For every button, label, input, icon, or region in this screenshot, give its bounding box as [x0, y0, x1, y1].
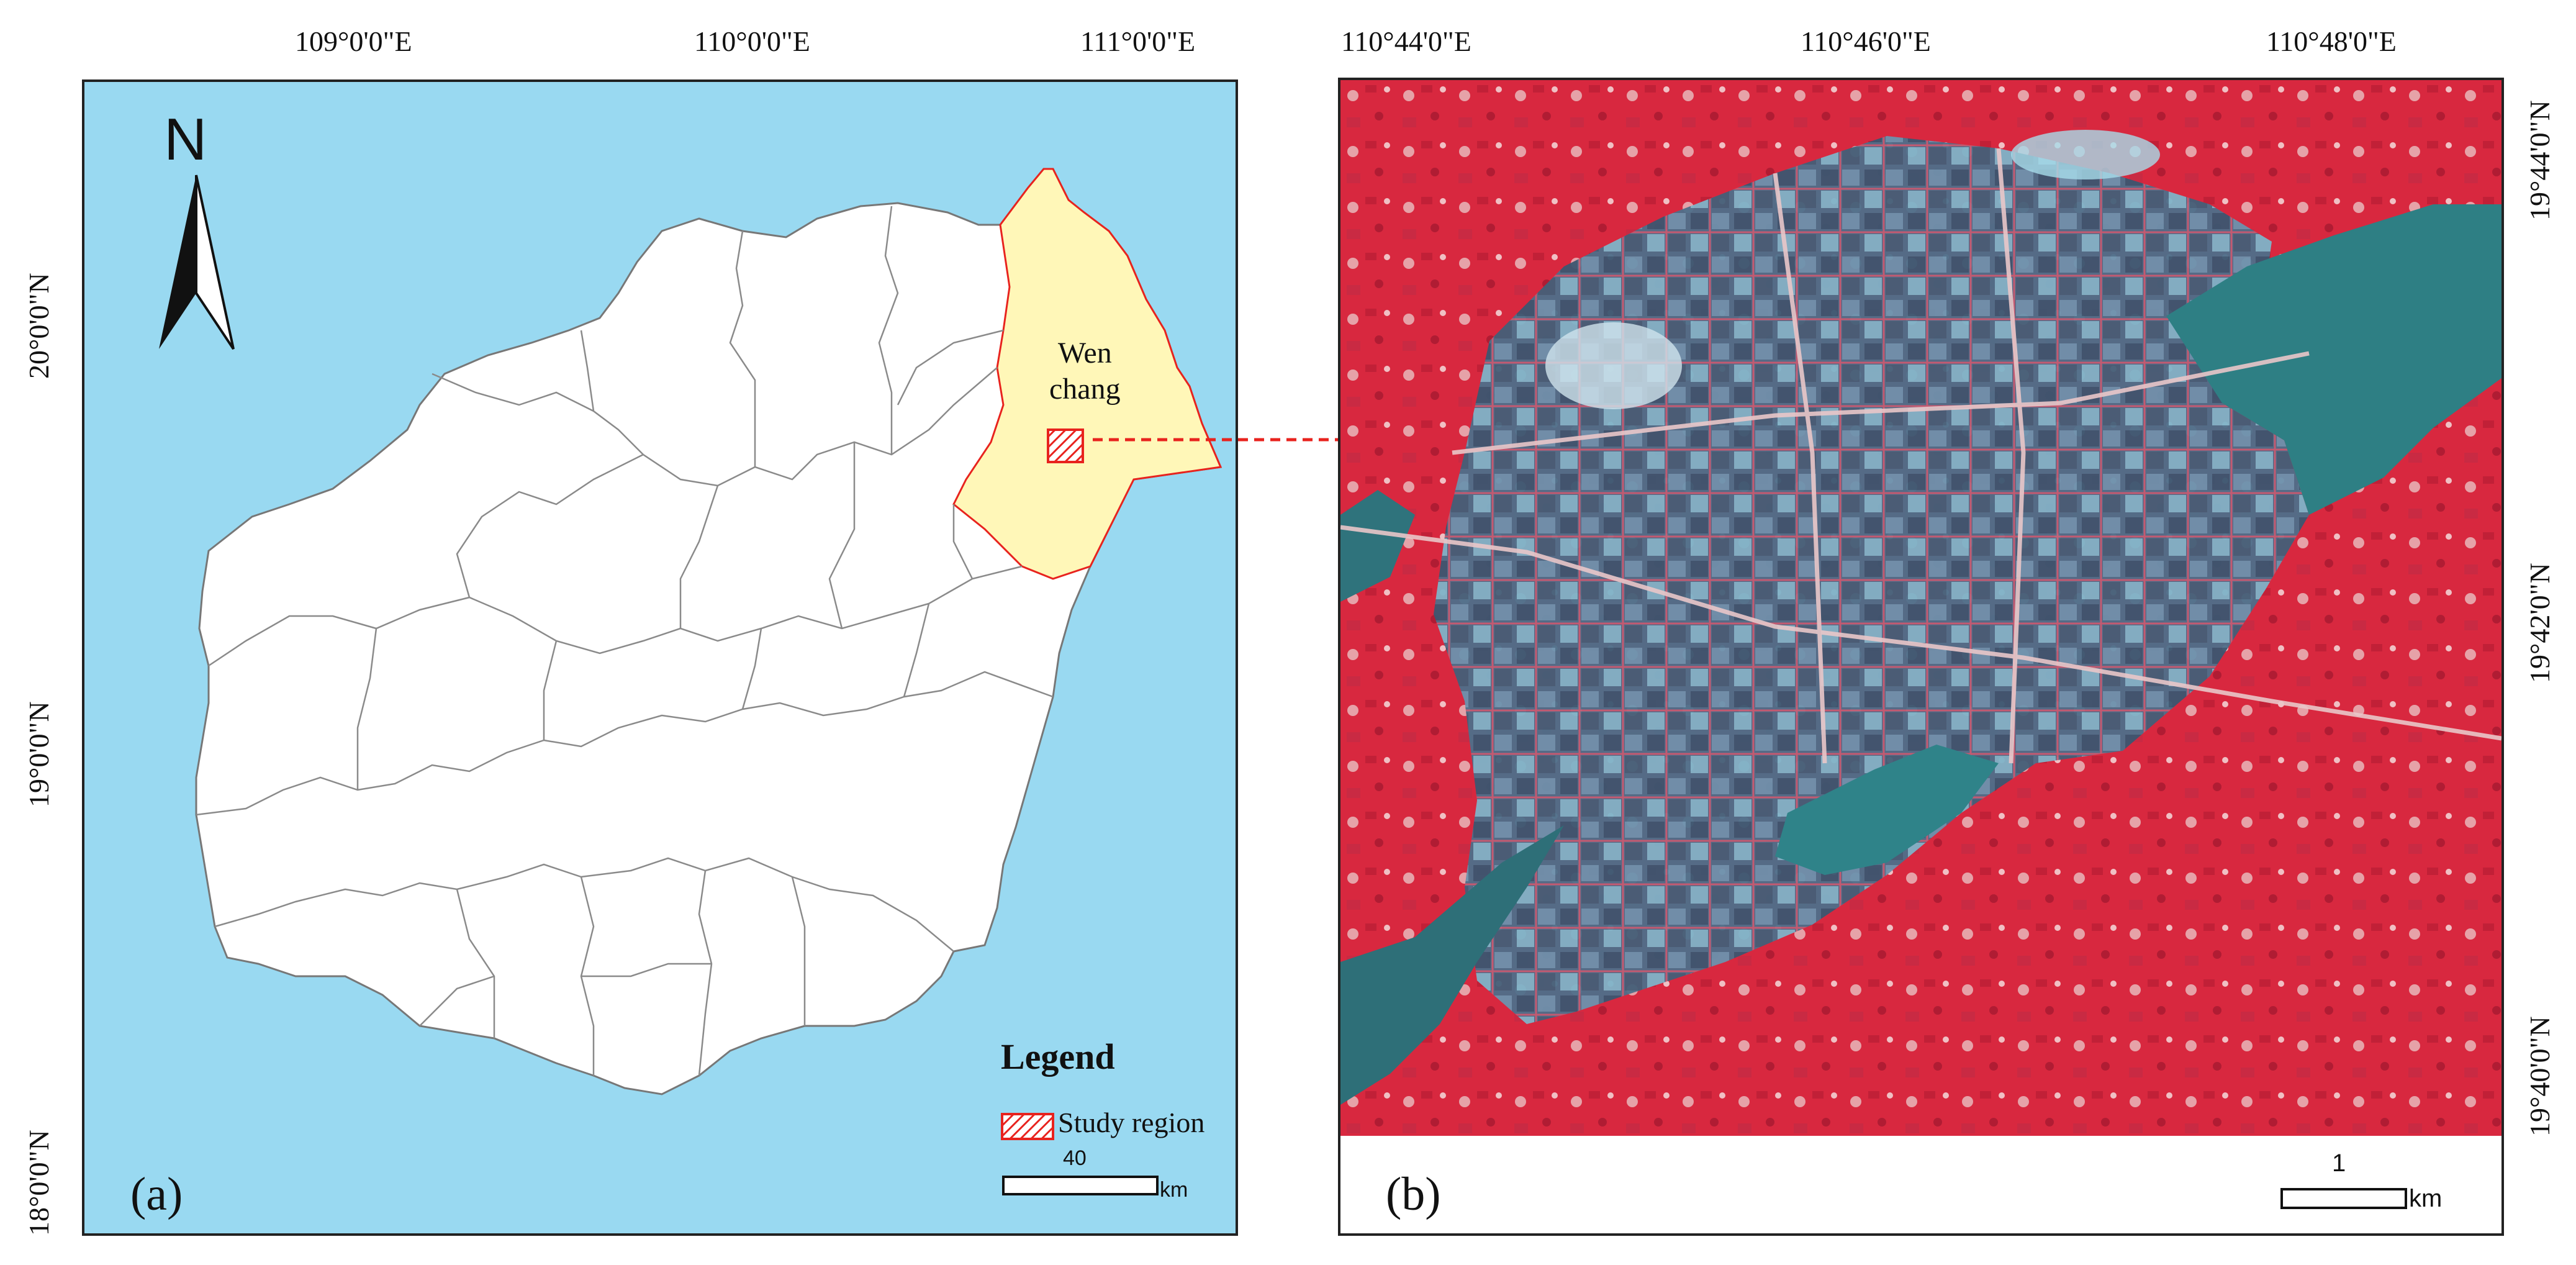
wenchang-label: Wen chang [1049, 335, 1121, 407]
satellite-image [1340, 80, 2501, 1233]
scale-value-b: 1 [2332, 1149, 2346, 1177]
legend-title: Legend [1001, 1036, 1115, 1077]
lat-tick-20: 20°0'0"N [23, 273, 55, 379]
lon-tick-b3: 110°48'0"E [2266, 25, 2397, 57]
lon-tick-b1: 110°44'0"E [1341, 25, 1471, 57]
scale-unit-b: km [2409, 1185, 2443, 1212]
roads [1340, 148, 2501, 764]
panel-b-label: (b) [1386, 1168, 1441, 1220]
connector-arrow [1093, 431, 1369, 448]
map-bottom-band [1340, 1136, 2501, 1233]
wenchang-label-line1: Wen [1057, 337, 1112, 370]
lon-tick-109: 109°0'0"E [295, 25, 412, 57]
north-arrow [159, 175, 235, 350]
study-region-marker [1047, 428, 1084, 463]
lat-tick-b1: 19°44'0"N [2524, 100, 2556, 220]
lat-tick-b3: 19°40'0"N [2524, 1016, 2556, 1136]
scale-bar-b [2280, 1188, 2407, 1209]
reservoir-east [2166, 204, 2501, 515]
scale-bar-a [1002, 1176, 1159, 1195]
river-west [1340, 490, 1415, 602]
wenchang-label-line2: chang [1049, 373, 1121, 406]
overview-map-svg [84, 82, 1236, 1233]
county-borders [196, 206, 1054, 1076]
scale-unit-a: km [1160, 1178, 1188, 1202]
overview-map [82, 79, 1238, 1236]
wenchang-district [952, 168, 1222, 580]
lat-tick-b2: 19°42'0"N [2524, 563, 2556, 683]
satellite-map [1338, 78, 2504, 1236]
lon-tick-b2: 110°46'0"E [1801, 25, 1931, 57]
cloud-patch [1545, 322, 1682, 409]
lat-tick-18: 18°0'0"N [23, 1130, 55, 1236]
panel-a-label: (a) [130, 1168, 183, 1220]
hainan-island [195, 168, 1222, 1095]
lat-tick-19: 19°0'0"N [23, 701, 55, 807]
north-label: N [164, 106, 207, 173]
river-southwest [1340, 825, 1564, 1105]
scale-value-a: 40 [1063, 1146, 1087, 1170]
legend-item-label: Study region [1058, 1107, 1205, 1138]
legend-symbol [1001, 1113, 1054, 1140]
bright-patch [2011, 130, 2160, 179]
lon-tick-110: 110°0'0"E [694, 25, 810, 57]
lake-south [1775, 745, 1999, 875]
lon-tick-111: 111°0'0"E [1080, 25, 1196, 57]
